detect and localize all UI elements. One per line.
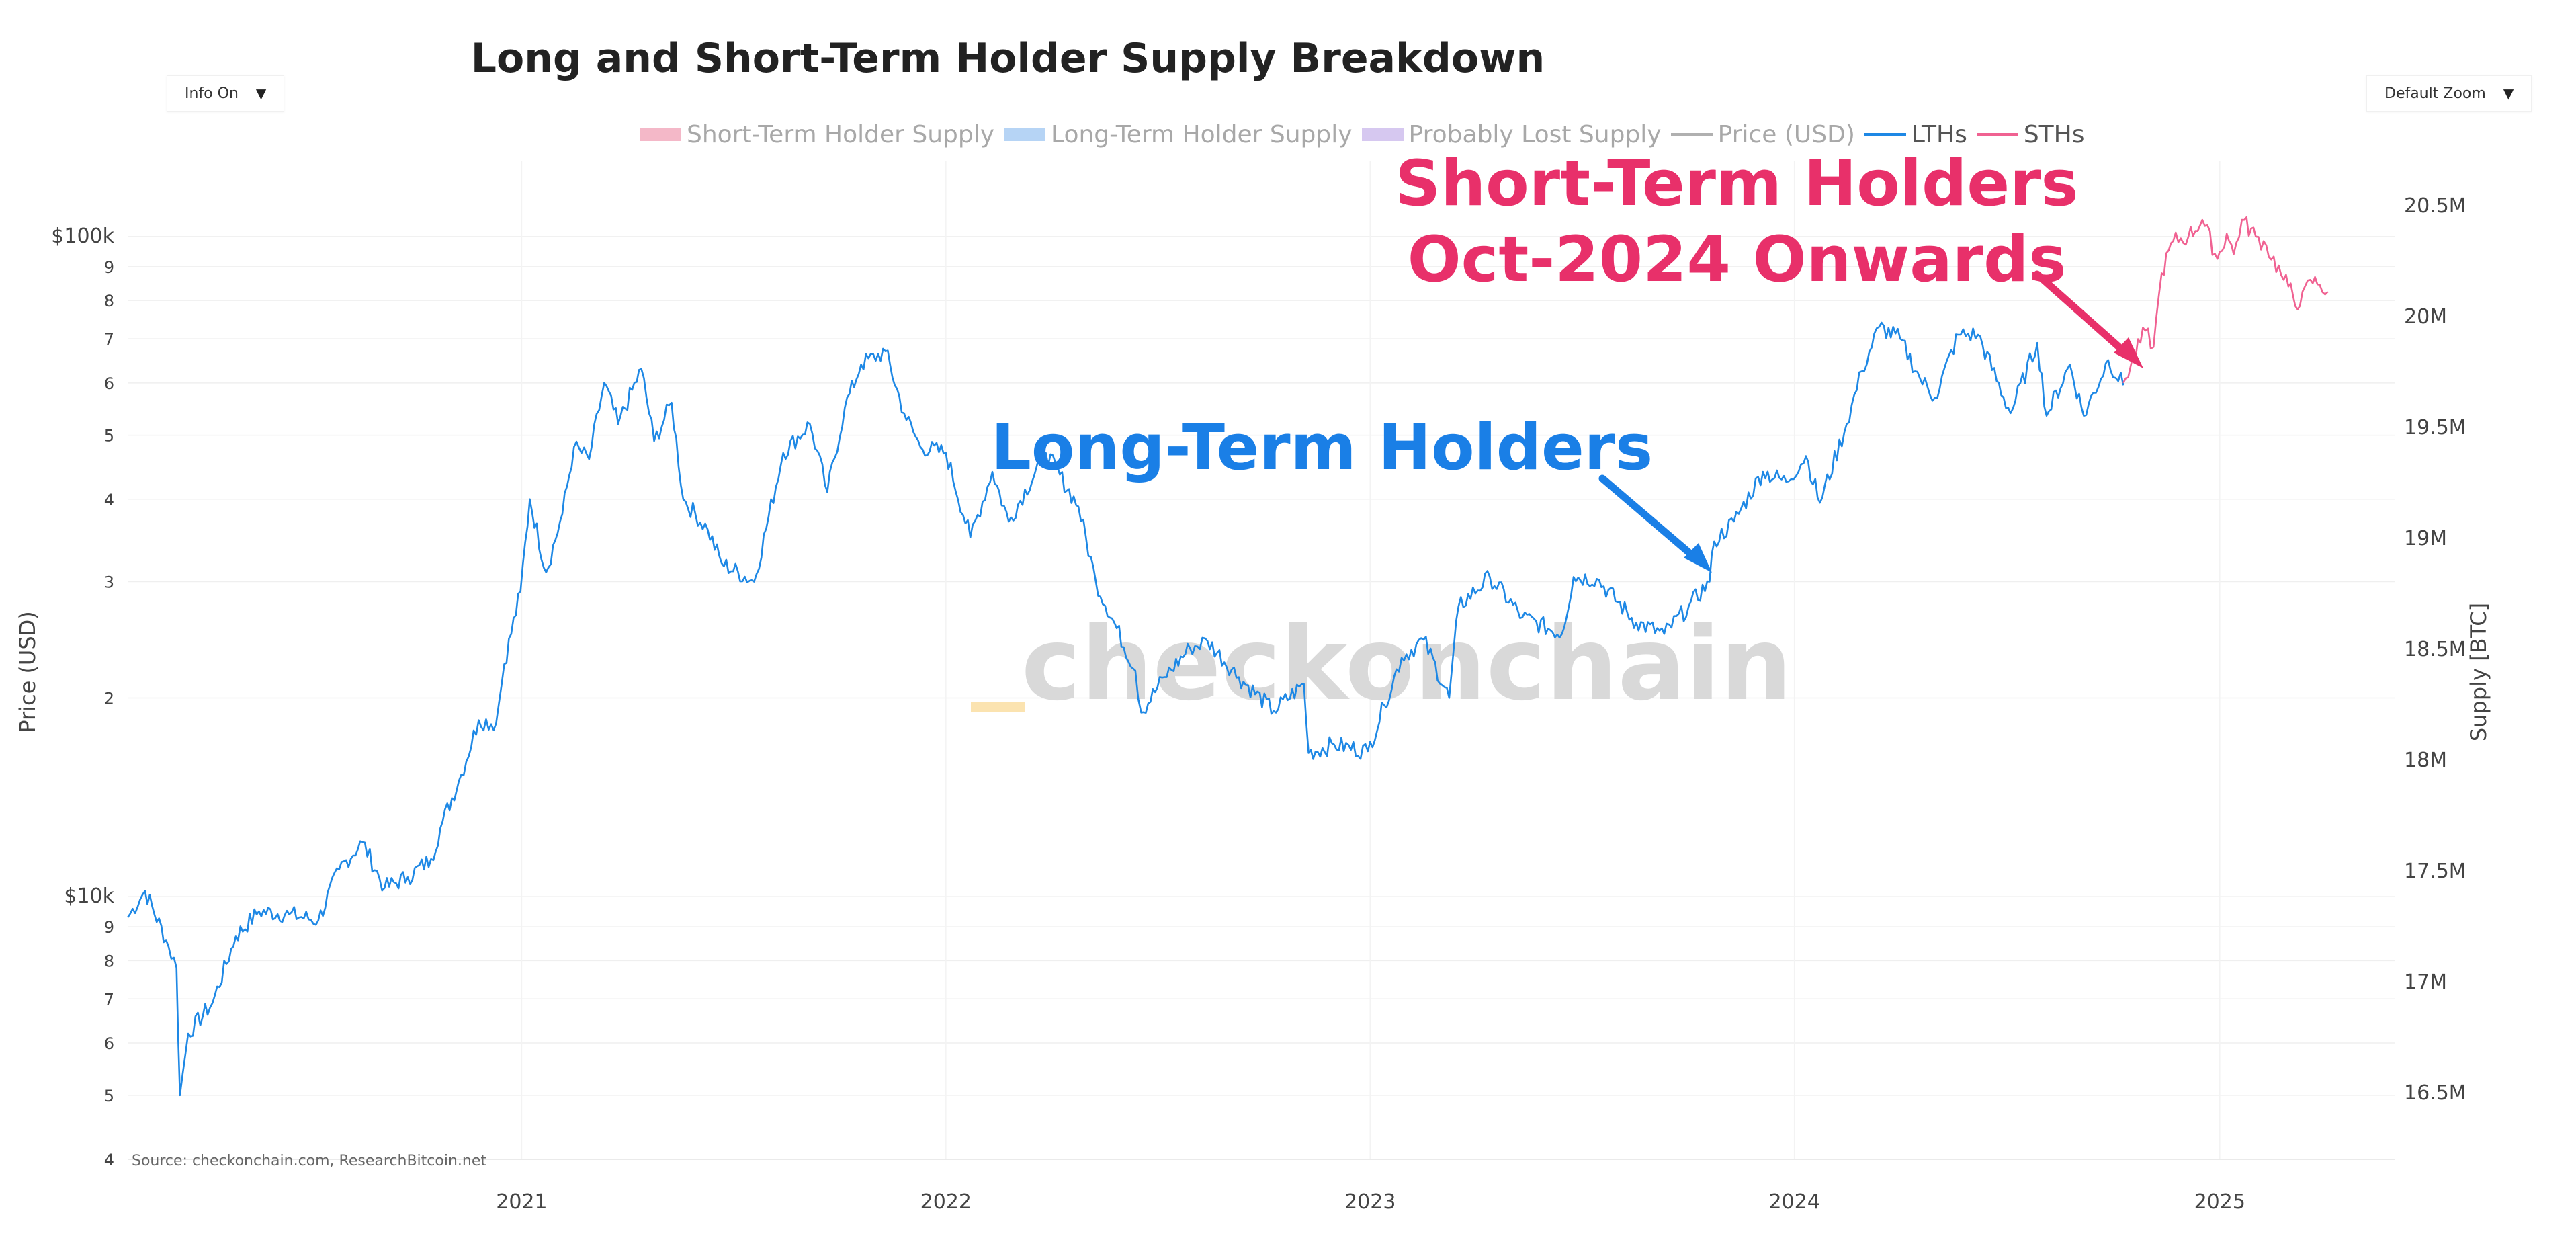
y-tick-label: 8 <box>104 952 114 970</box>
x-axis-ticks: 2021 2022 2023 2024 2025 <box>496 1190 2245 1214</box>
y-tick-label: 8 <box>104 292 114 310</box>
legend-swatch <box>640 128 681 141</box>
legend-swatch <box>1670 133 1713 136</box>
chevron-down-icon: ▼ <box>255 85 267 101</box>
legend-item-lth-supply[interactable]: Long-Term Holder Supply <box>1004 121 1353 149</box>
y2-tick-label: 18.5M <box>2404 638 2466 661</box>
legend-label: STHs <box>2023 120 2085 149</box>
y-axis-ticks: $100k 9 8 7 6 5 4 3 2 $10k 9 8 7 6 5 4 <box>51 224 114 1169</box>
legend-item-sth-supply[interactable]: Short-Term Holder Supply <box>640 121 994 149</box>
y2-tick-label: 20.5M <box>2404 194 2466 218</box>
y-tick-label: 7 <box>104 330 114 349</box>
legend-item-lths[interactable]: LTHs <box>1864 121 1967 149</box>
y-tick-label: 4 <box>104 491 114 509</box>
y-tick-label: 6 <box>104 374 114 393</box>
y-tick-label: $10k <box>64 884 114 908</box>
info-dropdown[interactable]: Info On ▼ <box>167 75 285 112</box>
series-line-lths <box>126 321 2124 1097</box>
series-group <box>126 216 2329 1097</box>
chart-title: Long and Short-Term Holder Supply Breakd… <box>470 35 1545 82</box>
zoom-dropdown[interactable]: Default Zoom ▼ <box>2366 75 2532 112</box>
y-tick-label: 2 <box>104 689 114 708</box>
legend-item-lost-supply[interactable]: Probably Lost Supply <box>1361 120 1662 149</box>
y2-tick-label: 19M <box>2404 527 2447 550</box>
x-tick-label: 2021 <box>496 1190 547 1214</box>
legend-swatch <box>1004 128 1046 141</box>
chevron-down-icon: ▼ <box>2503 85 2514 101</box>
y-tick-label: 5 <box>104 1087 114 1106</box>
series-line-sths <box>2122 216 2329 384</box>
watermark: checkonchain <box>1021 606 1792 723</box>
y-axis-title: Price (USD) <box>15 611 40 733</box>
y-tick-label: 6 <box>104 1034 114 1053</box>
y-tick-label: 5 <box>104 427 114 446</box>
arrow-sth <box>2033 270 2132 359</box>
legend-item-price[interactable]: Price (USD) <box>1670 120 1855 149</box>
y-tick-label: 3 <box>104 573 114 591</box>
zoom-dropdown-label: Default Zoom <box>2385 85 2486 102</box>
x-tick-label: 2022 <box>920 1190 972 1214</box>
annotation-long-term-holders: Long-Term Holders <box>991 411 1653 485</box>
y2-tick-label: 20M <box>2404 305 2447 329</box>
legend-swatch <box>1864 133 1906 136</box>
y-tick-label: 7 <box>104 990 114 1009</box>
y2-tick-label: 17M <box>2404 970 2447 994</box>
watermark-accent <box>971 702 1025 712</box>
legend-label: Long-Term Holder Supply <box>1051 120 1353 149</box>
arrow-sth-head <box>2114 337 2143 368</box>
annotation-oct-2024-onwards: Oct-2024 Onwards <box>1408 223 2067 296</box>
legend-swatch <box>1976 133 2018 136</box>
annotation-short-term-holders: Short-Term Holders <box>1396 147 2079 220</box>
y-tick-label: $100k <box>51 224 114 248</box>
y2-tick-label: 19.5M <box>2404 416 2466 440</box>
legend-item-sths[interactable]: STHs <box>1976 120 2085 149</box>
y2-axis-title: Supply [BTC] <box>2466 603 2491 741</box>
x-tick-label: 2024 <box>1768 1190 1819 1214</box>
y2-tick-label: 17.5M <box>2404 860 2466 883</box>
source-note: Source: checkonchain.com, ResearchBitcoi… <box>132 1153 486 1169</box>
y-tick-label: 9 <box>104 918 114 937</box>
legend: Short-Term Holder Supply Long-Term Holde… <box>640 116 2094 153</box>
legend-label: Probably Lost Supply <box>1408 120 1662 149</box>
arrow-lth <box>1598 474 1704 566</box>
legend-swatch <box>1361 128 1404 141</box>
y2-tick-label: 16.5M <box>2404 1081 2466 1105</box>
y2-tick-label: 18M <box>2404 749 2447 772</box>
x-tick-label: 2023 <box>1344 1190 1396 1214</box>
grid <box>128 161 2395 1160</box>
legend-label: Short-Term Holder Supply <box>687 120 995 149</box>
legend-label: LTHs <box>1911 120 1967 149</box>
info-dropdown-label: Info On <box>185 85 239 102</box>
y-tick-label: 9 <box>104 258 114 277</box>
y-tick-label: 4 <box>104 1151 114 1169</box>
arrow-lth-head <box>1684 543 1712 573</box>
y2-axis-ticks: 20.5M 20M 19.5M 19M 18.5M 18M 17.5M 17M 16.5M <box>2404 194 2466 1105</box>
legend-label: Price (USD) <box>1717 120 1855 149</box>
x-tick-label: 2025 <box>2194 1190 2245 1214</box>
